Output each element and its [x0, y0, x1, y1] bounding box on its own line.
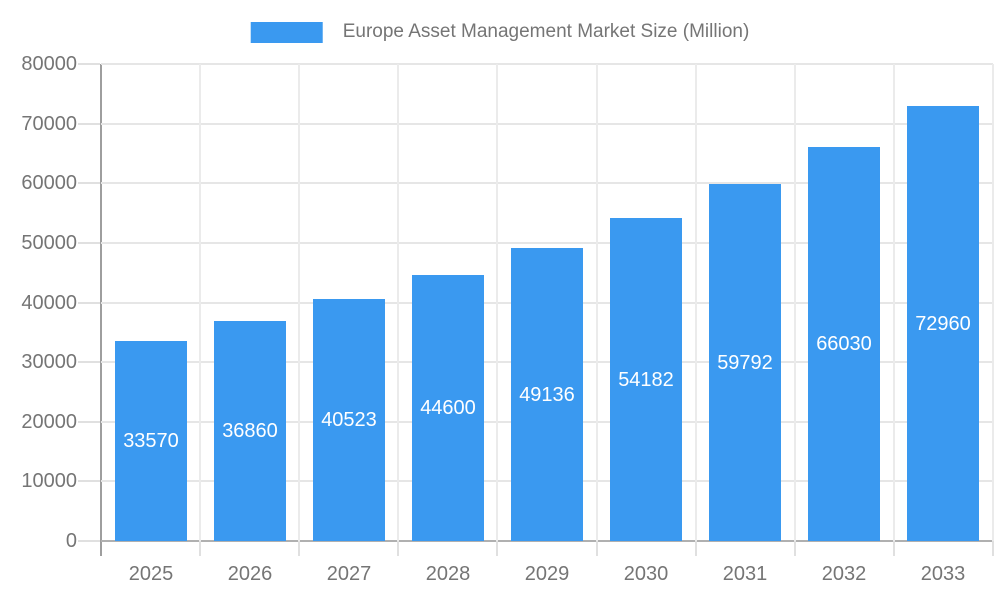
- y-axis-line: [100, 64, 102, 556]
- legend-swatch: [250, 21, 323, 43]
- x-axis-tick-label: 2033: [920, 563, 966, 585]
- v-gridline: [793, 64, 796, 541]
- bar-value-label: 72960: [915, 313, 971, 335]
- x-axis-tick-label: 2029: [524, 563, 570, 585]
- bar-2030: 54182: [610, 218, 682, 541]
- bar-2028: 44600: [412, 275, 484, 541]
- bar-value-label: 33570: [123, 430, 179, 452]
- x-axis-tick-label: 2026: [227, 563, 273, 585]
- plot-area: 33570 36860 40523 44600 49136 54182 59792 66030…: [101, 63, 994, 541]
- v-gridline: [992, 64, 994, 541]
- x-tick: [496, 541, 499, 556]
- bar-value-label: 54182: [618, 369, 674, 391]
- v-gridline: [397, 64, 400, 541]
- v-gridline: [199, 64, 202, 541]
- bar-2025: 33570: [115, 341, 187, 541]
- y-axis-tick-label: 60000: [21, 172, 77, 195]
- y-tick: [78, 182, 100, 185]
- h-gridline: [101, 122, 993, 125]
- bar-2027: 40523: [313, 299, 385, 541]
- h-gridline: [101, 182, 993, 185]
- bar-value-label: 59792: [717, 352, 773, 374]
- x-tick: [595, 541, 598, 556]
- h-gridline: [101, 63, 993, 65]
- x-tick: [793, 541, 796, 556]
- chart-legend: Europe Asset Management Market Size (Mil…: [250, 20, 750, 44]
- x-tick: [199, 541, 202, 556]
- y-tick: [78, 480, 100, 483]
- legend-label: Europe Asset Management Market Size (Mil…: [342, 21, 750, 42]
- v-gridline: [595, 64, 598, 541]
- y-axis-tick-label: 0: [65, 530, 77, 552]
- v-gridline: [298, 64, 301, 541]
- y-axis-tick-label: 20000: [21, 410, 77, 433]
- h-gridline: [101, 241, 993, 244]
- x-axis-tick-label: 2028: [425, 563, 471, 585]
- x-tick: [397, 541, 400, 556]
- bar-value-label: 66030: [816, 333, 872, 355]
- bar-2026: 36860: [214, 321, 286, 541]
- bar-2031: 59792: [709, 184, 781, 541]
- bar-2032: 66030: [808, 147, 880, 541]
- bar-value-label: 44600: [420, 397, 476, 419]
- bar-value-label: 40523: [321, 409, 377, 431]
- y-tick: [78, 63, 100, 65]
- bar-2033: 72960: [907, 106, 979, 541]
- y-axis-tick-label: 30000: [21, 351, 77, 374]
- bar-value-label: 49136: [519, 384, 575, 406]
- x-tick: [694, 541, 697, 556]
- y-axis-tick-label: 50000: [21, 231, 77, 254]
- bar-value-label: 36860: [222, 420, 278, 442]
- bar-2029: 49136: [511, 248, 583, 541]
- y-axis-tick-label: 40000: [21, 291, 77, 314]
- y-tick: [78, 361, 100, 364]
- y-tick: [78, 301, 100, 304]
- x-axis-tick-label: 2031: [722, 563, 768, 585]
- v-gridline: [694, 64, 697, 541]
- x-tick: [298, 541, 301, 556]
- x-axis-line: [101, 540, 993, 542]
- x-axis-tick-label: 2025: [128, 563, 174, 585]
- y-tick: [78, 241, 100, 244]
- x-axis-tick-label: 2030: [623, 563, 669, 585]
- x-axis-tick-label: 2032: [821, 563, 867, 585]
- y-tick: [78, 420, 100, 423]
- y-axis-tick-label: 10000: [21, 470, 77, 493]
- y-tick: [78, 122, 100, 125]
- x-tick: [992, 541, 994, 556]
- v-gridline: [496, 64, 499, 541]
- y-axis-tick-label: 70000: [21, 112, 77, 135]
- v-gridline: [892, 64, 895, 541]
- y-axis-tick-label: 80000: [21, 53, 77, 75]
- y-tick: [78, 540, 100, 542]
- x-axis-tick-label: 2027: [326, 563, 372, 585]
- x-tick: [892, 541, 895, 556]
